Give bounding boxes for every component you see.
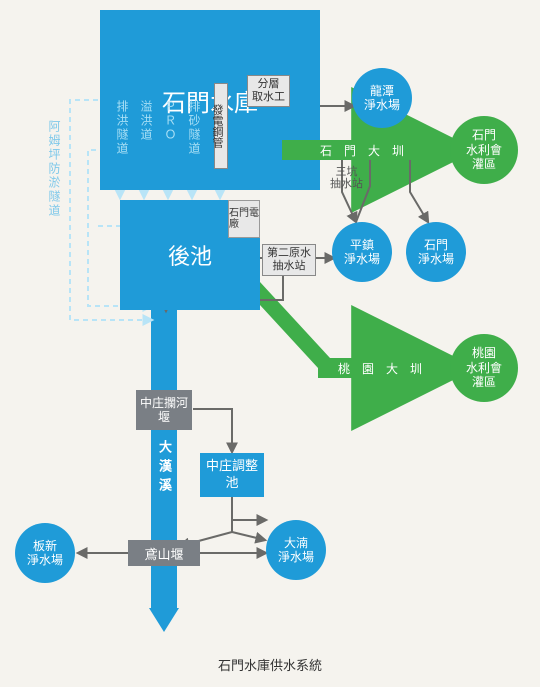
taoyuan-irrig-label: 桃園水利會灌區 bbox=[466, 346, 502, 389]
tunnel-1-label: 排洪隧道 bbox=[114, 100, 131, 156]
shimen-water-label: 石門淨水場 bbox=[418, 238, 454, 267]
banxin-label: 板新淨水場 bbox=[27, 539, 63, 568]
penstock-label: 發電鋼管 bbox=[214, 83, 228, 169]
taoyuan-canal-label: 桃 園 大 圳 bbox=[338, 360, 422, 377]
taoyuan-irrig-circle: 桃園水利會灌區 bbox=[450, 334, 518, 402]
caption: 石門水庫供水系統 bbox=[0, 655, 540, 674]
sankeng-label: 三坑抽水站 bbox=[330, 166, 363, 190]
zhongzhuang-pond-box: 中庄調整池 bbox=[200, 453, 264, 497]
tunnel-3-label: ＰＲＯ bbox=[162, 100, 179, 142]
taoyuan-canal-box: 桃 園 大 圳 bbox=[318, 358, 442, 378]
tunnel-2-label: 溢洪道 bbox=[138, 100, 155, 142]
zhongzhuang-weir-label: 中庄攔河堰 bbox=[136, 396, 192, 425]
shimen-irrig-label: 石門水利會灌區 bbox=[466, 128, 502, 171]
shimen-canal-label: 石 門 大 圳 bbox=[320, 142, 404, 159]
second-raw-label: 第二原水抽水站 bbox=[262, 244, 316, 276]
danan-circle: 大湳淨水場 bbox=[266, 520, 326, 580]
river-label: 大漢溪 bbox=[155, 440, 174, 497]
yuanshan-weir-box: 鳶山堰 bbox=[128, 540, 200, 566]
pingzhen-circle: 平鎮淨水場 bbox=[332, 222, 392, 282]
afterbay-label: 後池 bbox=[168, 239, 212, 271]
danan-label: 大湳淨水場 bbox=[278, 536, 314, 565]
banxin-circle: 板新淨水場 bbox=[15, 523, 75, 583]
zhongzhuang-pond-label: 中庄調整池 bbox=[200, 458, 264, 492]
shimen-canal-box: 石 門 大 圳 bbox=[282, 140, 442, 160]
amuping-label: 阿姆坪防淤隧道 bbox=[46, 120, 63, 218]
yuanshan-weir-label: 鳶山堰 bbox=[144, 544, 183, 563]
diagram-canvas: 石門水庫 後池 石門電廠 石 門 大 圳 桃 園 大 圳 中庄攔河堰 中庄調整池… bbox=[0, 0, 540, 640]
longtan-circle: 龍潭淨水場 bbox=[352, 68, 412, 128]
shimen-water-circle: 石門淨水場 bbox=[406, 222, 466, 282]
powerplant-label: 石門電廠 bbox=[229, 208, 259, 230]
pingzhen-label: 平鎮淨水場 bbox=[344, 238, 380, 267]
longtan-label: 龍潭淨水場 bbox=[364, 84, 400, 113]
shimen-irrig-circle: 石門水利會灌區 bbox=[450, 116, 518, 184]
zhongzhuang-weir-box: 中庄攔河堰 bbox=[136, 390, 192, 430]
powerplant-box: 石門電廠 bbox=[228, 200, 260, 238]
intake-label: 分層取水工 bbox=[247, 75, 290, 107]
tunnel-4-label: 排砂隧道 bbox=[186, 100, 203, 156]
